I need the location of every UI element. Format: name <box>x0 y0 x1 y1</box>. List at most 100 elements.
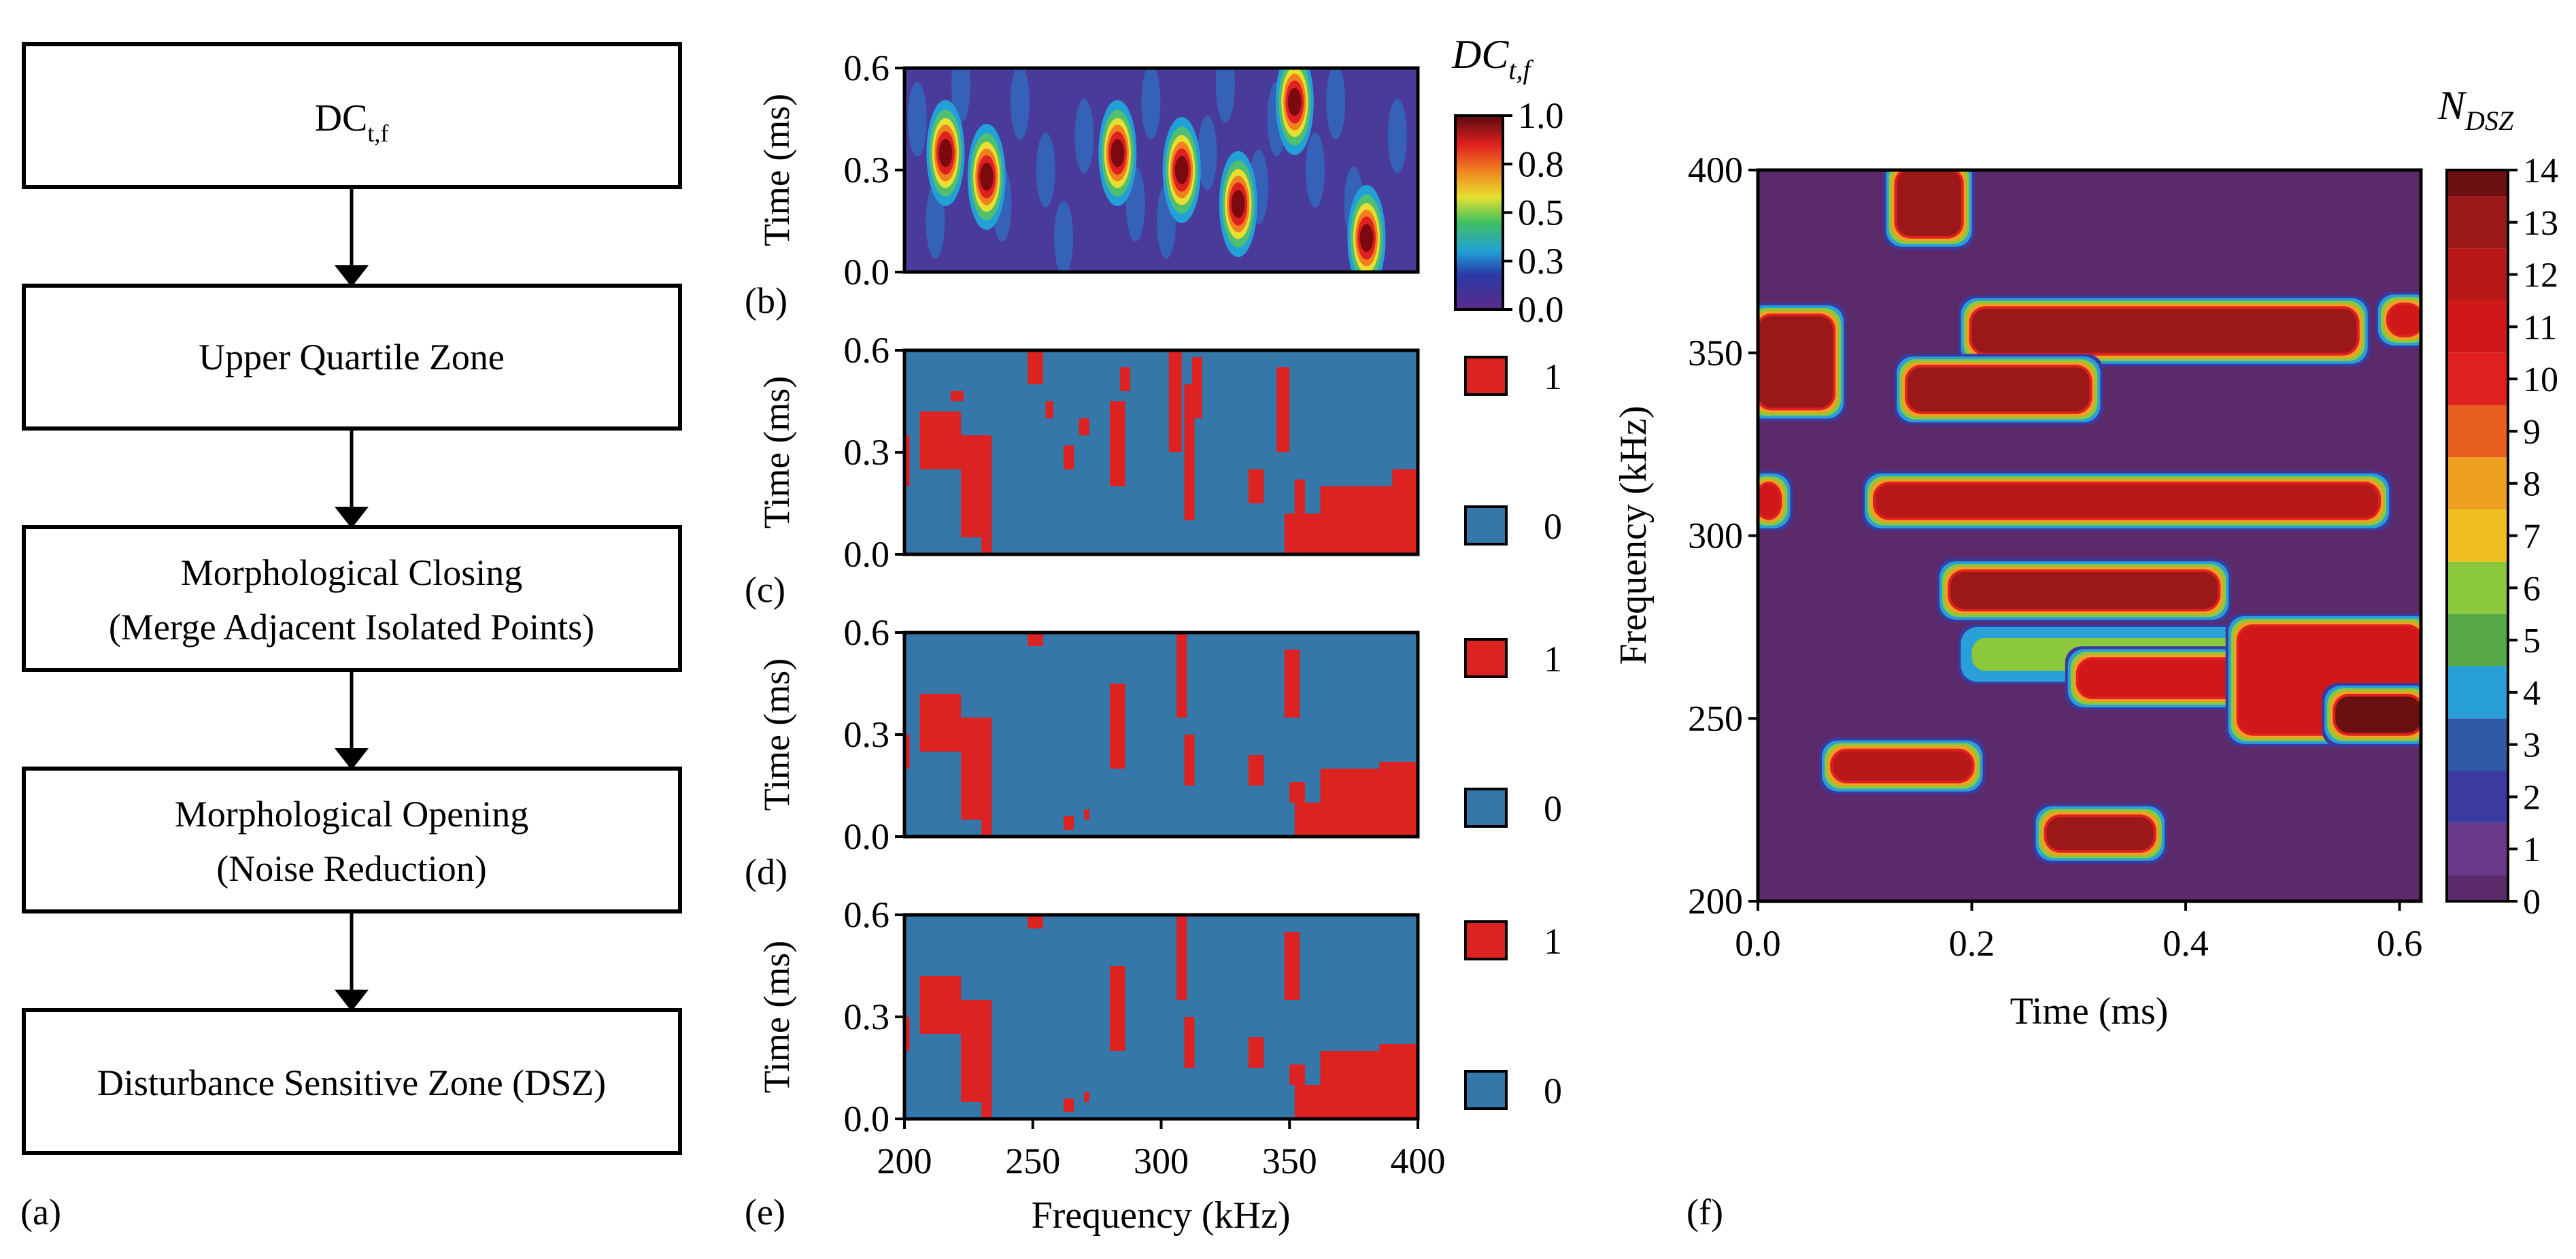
binary-blob <box>1184 735 1195 786</box>
ytick-label: 0.0 <box>844 252 890 292</box>
binary-blob <box>1289 1064 1305 1085</box>
f-band <box>1908 367 2090 412</box>
f-cbar-tick-label: 6 <box>2523 569 2541 608</box>
binary-blob <box>1168 350 1182 452</box>
f-cbar-segment <box>2447 457 2508 510</box>
ytick-label: 0.0 <box>844 534 890 575</box>
f-cbar-tick-label: 2 <box>2523 778 2541 817</box>
flow-step-dsz <box>22 1008 682 1155</box>
f-cbar-segment <box>2447 771 2508 823</box>
f-cbar-segment <box>2447 300 2508 353</box>
panel-d: 0.0 0.3 0.6 Time (ms) (d) <box>745 612 1420 892</box>
panel-b-ylabel: Time (ms) <box>756 94 797 247</box>
f-cbar-tick-label: 10 <box>2523 360 2558 399</box>
binary-blob <box>1191 357 1202 418</box>
b-streak <box>1054 201 1074 272</box>
legend-c-one-swatch <box>1464 356 1508 396</box>
binary-blob <box>1110 684 1125 769</box>
xtick-label: 350 <box>1262 1141 1317 1181</box>
flow-arrowhead-1 <box>335 265 369 287</box>
b-streak <box>1010 68 1030 139</box>
b-streak <box>1074 99 1094 173</box>
f-band <box>2388 305 2421 335</box>
panel-b-colorbar-ticks: 0.0 0.3 0.5 0.8 1.0 <box>1503 95 1564 330</box>
legend-e-one-label: 1 <box>1544 921 1562 962</box>
panel-label-c: (c) <box>745 569 785 610</box>
binary-blob <box>1110 966 1125 1051</box>
b-hotspot <box>1359 224 1374 252</box>
f-band <box>1833 751 1972 781</box>
f-cbar-segment <box>2447 875 2508 901</box>
legend-e-zero-swatch <box>1464 1070 1508 1110</box>
panel-b-colorbar <box>1454 114 1504 311</box>
b-streak <box>1215 68 1235 122</box>
cbar-b-tick-label: 0.0 <box>1518 289 1564 330</box>
b-streak <box>1198 116 1217 190</box>
ytick-label: 0.6 <box>844 330 890 371</box>
legend-e-zero-label: 0 <box>1544 1071 1562 1111</box>
binary-blob <box>961 718 992 820</box>
binary-blob <box>1028 915 1043 928</box>
binary-blob <box>1028 633 1043 646</box>
f-band <box>1758 484 1780 518</box>
binary-blob <box>1379 1044 1418 1068</box>
f-cbar-segment <box>2447 666 2508 719</box>
panel-b-yticks: 0.0 0.3 0.6 <box>844 48 904 292</box>
f-xtick-label: 0.2 <box>1949 923 1995 964</box>
binary-blob <box>1289 782 1305 803</box>
flowchart: DCt,f Upper Quartile Zone Morphological … <box>20 42 682 1232</box>
binary-blob <box>950 391 964 401</box>
panel-label-b: (b) <box>745 280 787 321</box>
legend-c-zero-swatch <box>1464 505 1508 545</box>
f-cbar-tick-label: 14 <box>2523 152 2558 190</box>
ytick-label: 0.3 <box>844 432 890 473</box>
ytick-label: 0.3 <box>844 996 890 1037</box>
f-cbar-segment <box>2447 718 2508 771</box>
xtick-label: 300 <box>1134 1141 1189 1181</box>
cbar-b-tick-label: 1.0 <box>1518 95 1564 136</box>
f-cbar-tick-label: 9 <box>2523 413 2541 452</box>
f-cbar-tick-label: 3 <box>2523 726 2541 765</box>
f-cbar-tick-label: 1 <box>2523 830 2541 869</box>
f-xtick-label: 0.6 <box>2377 923 2423 964</box>
panel-label-a: (a) <box>20 1192 61 1232</box>
binary-blob <box>904 735 910 769</box>
binary-blob <box>1284 932 1300 1000</box>
cbar-b-tick-label: 0.8 <box>1518 144 1564 184</box>
f-ytick-label: 250 <box>1688 698 1743 739</box>
ytick-label: 0.6 <box>844 48 890 88</box>
panel-e-ylabel: Time (ms) <box>756 941 797 1094</box>
b-hotspot <box>1287 88 1302 116</box>
f-cbar-segment <box>2447 614 2508 667</box>
b-streak <box>907 82 927 156</box>
panel-e-xticks: 200 250 300 350 400 <box>877 1119 1446 1181</box>
f-cbar-tick-label: 7 <box>2523 518 2541 556</box>
panel-d-yticks: 0.0 0.3 0.6 <box>844 612 904 857</box>
binary-blob <box>1084 809 1089 820</box>
f-band <box>1950 572 2218 609</box>
panel-f-colorbar-label: NDSZ <box>2437 83 2514 136</box>
binary-blob <box>1110 401 1125 486</box>
panel-f-xticks: 0.0 0.2 0.4 0.6 <box>1735 901 2422 964</box>
binary-blob <box>1248 1037 1264 1068</box>
flow-step-opening-line2: (Noise Reduction) <box>216 848 486 889</box>
f-cbar-tick-label: 4 <box>2523 674 2541 713</box>
flow-arrowhead-2 <box>335 507 369 528</box>
legend-c-one-label: 1 <box>1544 356 1562 397</box>
f-cbar-segment <box>2447 561 2508 614</box>
f-band <box>1897 170 1961 236</box>
panel-b: 0.00.30.6 Time (ms) (b) 0.00.30.50.81.0 … <box>745 32 1564 330</box>
f-ytick-label: 350 <box>1688 333 1743 373</box>
binary-blob <box>1248 755 1264 786</box>
panel-e-yticks: 0.0 0.3 0.6 <box>844 894 904 1139</box>
f-cbar-segment <box>2447 352 2508 405</box>
panel-d-ylabel: Time (ms) <box>756 658 797 811</box>
f-band <box>2078 660 2239 696</box>
f-cbar-tick-label: 12 <box>2523 256 2558 295</box>
b-streak <box>1387 99 1407 173</box>
b-streak <box>1036 133 1055 207</box>
panel-d-heatmap <box>904 633 1418 837</box>
panel-e: 0.0 0.3 0.6 200 250 300 350 400 Time (ms) Freq… <box>745 894 1446 1237</box>
